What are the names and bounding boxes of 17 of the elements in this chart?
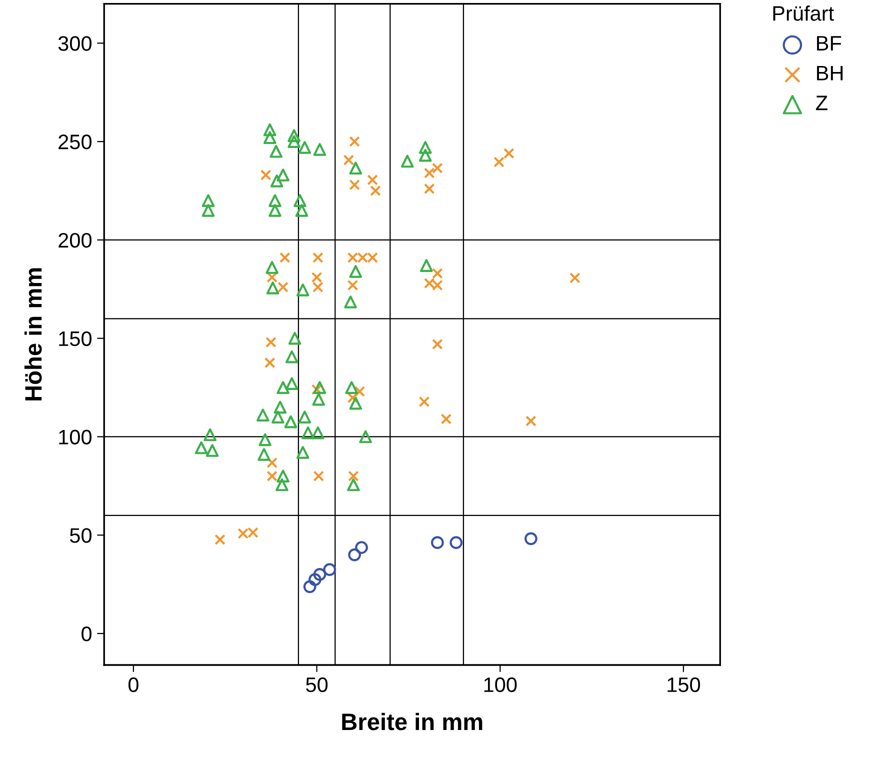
y-tick-label: 250 [58,134,92,150]
legend-label: BH [817,66,843,80]
legend-title: Prüfart [773,6,834,21]
x-tick-label: 50 [306,677,328,692]
y-tick-label: 200 [58,232,92,248]
y-tick-label: 50 [70,528,92,543]
y-tick-label: 100 [59,430,92,444]
y-axis-title: Höhe in mm [24,268,42,400]
x-tick-label: 100 [484,677,517,692]
y-tick-label: 300 [58,36,92,51]
x-tick-label: 150 [668,677,700,692]
x-axis-title: Breite in mm [342,712,482,730]
legend-label: Z [816,96,828,110]
x-tick-label: 0 [128,677,138,692]
legend-label: BF [817,36,842,50]
y-tick-label: 0 [82,626,92,642]
y-tick-label: 150 [59,331,92,346]
